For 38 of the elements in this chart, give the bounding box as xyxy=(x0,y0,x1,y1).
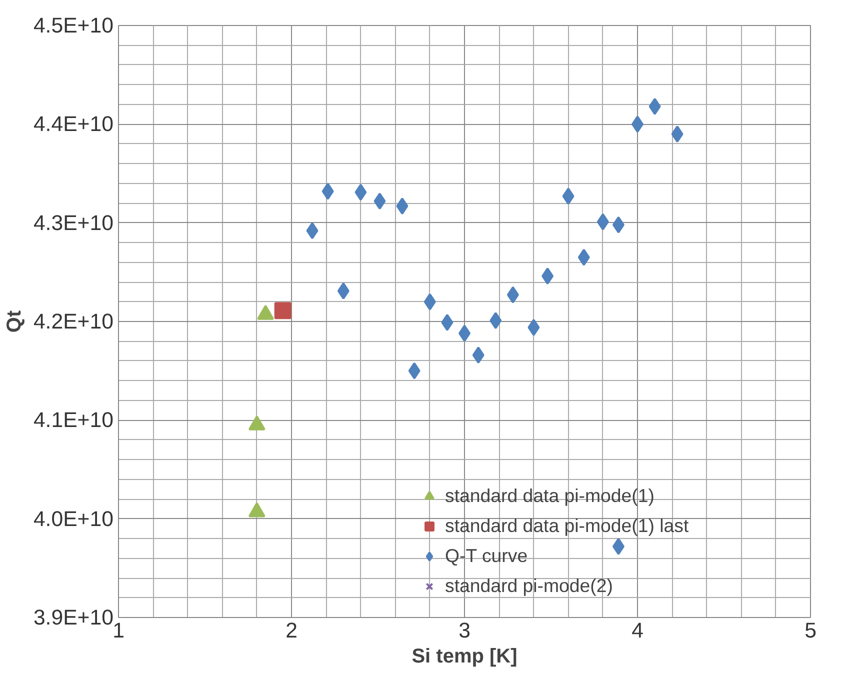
point xyxy=(596,213,609,230)
point xyxy=(506,286,519,304)
legend-label: Q-T curve xyxy=(445,545,528,567)
point xyxy=(648,98,661,115)
point xyxy=(562,188,574,205)
point xyxy=(472,346,484,364)
point xyxy=(612,538,624,555)
point xyxy=(671,126,684,143)
point xyxy=(322,182,334,200)
point xyxy=(542,268,554,285)
y-tick-label: 4.0E+10 xyxy=(33,506,114,531)
y-tick-label: 4.5E+10 xyxy=(33,14,114,38)
y-tick-label: 3.9E+10 xyxy=(33,606,114,630)
x-tick-label: 2 xyxy=(286,618,298,642)
point xyxy=(274,302,292,320)
point xyxy=(578,248,590,266)
point xyxy=(528,318,540,336)
point xyxy=(490,312,502,330)
point xyxy=(612,216,624,234)
x-tick-label: 1 xyxy=(112,618,124,642)
x-tick-label: 3 xyxy=(458,618,470,642)
point xyxy=(374,192,386,210)
point xyxy=(396,198,408,215)
y-tick-label: 4.4E+10 xyxy=(33,112,114,136)
y-tick-label: 4.1E+10 xyxy=(33,408,114,432)
x-axis-title: Si temp [K] xyxy=(412,646,518,668)
point xyxy=(354,184,367,201)
legend-label: standard data pi-mode(1) xyxy=(445,485,654,507)
point xyxy=(337,282,350,300)
point xyxy=(306,222,318,240)
y-axis-title: Qt xyxy=(3,310,26,333)
y-tick-label: 4.3E+10 xyxy=(33,210,114,235)
x-tick-label: 5 xyxy=(804,618,816,642)
point xyxy=(408,362,420,380)
y-tick-label: 4.2E+10 xyxy=(33,310,114,334)
x-tick-label: 4 xyxy=(632,618,644,642)
point xyxy=(424,293,436,310)
point xyxy=(441,314,454,331)
